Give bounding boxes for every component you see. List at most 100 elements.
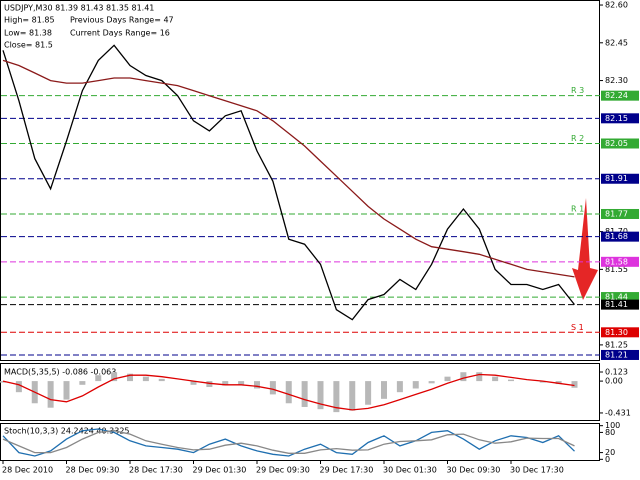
- histogram-bar: [95, 375, 102, 382]
- histogram-bar: [365, 381, 372, 405]
- level-box: [601, 292, 639, 303]
- level-label: 82.15: [605, 114, 628, 123]
- histogram-bar: [492, 376, 499, 382]
- histogram-bar: [539, 381, 546, 383]
- y-tick-label: 81.70: [605, 227, 628, 236]
- y-tick-label: 82.60: [605, 1, 628, 10]
- info-text: Close= 81.5: [4, 41, 53, 50]
- x-tick-label: 29 Dec 09:30: [256, 466, 310, 475]
- level-box: [601, 138, 639, 149]
- x-tick-label: 30 Dec 01:30: [383, 466, 437, 475]
- x-tick-label: 30 Dec 09:30: [447, 466, 501, 475]
- x-tick-label: 28 Dec 2010: [2, 466, 53, 475]
- level-label: 81.77: [605, 209, 628, 218]
- series-line: [2, 428, 575, 457]
- level-box: [601, 231, 639, 242]
- histogram-bar: [555, 381, 562, 385]
- level-tag: R 2: [571, 134, 584, 143]
- level-label: 81.21: [605, 350, 628, 359]
- histogram-bar: [206, 381, 213, 388]
- info-text: USDJPY,M30 81.39 81.43 81.35 81.41: [4, 4, 154, 13]
- histogram-bar: [285, 381, 292, 404]
- level-label: 82.05: [605, 139, 628, 148]
- histogram-bar: [444, 376, 451, 382]
- y-tick-label: 82.30: [605, 76, 628, 85]
- series-line: [2, 59, 575, 278]
- level-label: 81.91: [605, 174, 628, 183]
- level-box: [601, 208, 639, 219]
- histogram-bar: [381, 381, 387, 399]
- y-tick-label: 20: [605, 448, 615, 457]
- histogram-bar: [460, 372, 467, 382]
- level-label: 81.44: [605, 293, 628, 302]
- histogram-bar: [63, 381, 70, 400]
- histogram-bar: [428, 381, 435, 384]
- x-tick-label: 29 Dec 17:30: [320, 466, 374, 475]
- macd-panel: [0, 363, 600, 421]
- histogram-bar: [571, 381, 578, 388]
- histogram-bar: [79, 381, 86, 385]
- y-tick-label: 0: [605, 455, 610, 464]
- series-line: [2, 44, 576, 321]
- level-tag: R 3: [571, 86, 584, 95]
- info-text: Previous Days Range= 47: [70, 16, 174, 25]
- histogram-bar: [142, 376, 149, 382]
- series-line: [2, 430, 575, 454]
- main-panel: [0, 0, 600, 361]
- histogram-bar: [111, 372, 118, 382]
- histogram-bar: [269, 381, 276, 395]
- y-tick-label: 0.123: [605, 368, 628, 377]
- histogram-bar: [508, 379, 514, 382]
- level-box: [601, 349, 639, 360]
- level-box: [601, 113, 639, 124]
- x-tick-label: 28 Dec 09:30: [66, 466, 120, 475]
- level-tag: R 1: [571, 204, 584, 213]
- level-label: 81.30: [605, 328, 628, 337]
- info-text: Low= 81.38: [4, 29, 52, 38]
- y-tick-label: 100: [605, 421, 620, 430]
- stoch-title: Stoch(10,3,3) 24.2424 40.3325: [4, 427, 130, 436]
- histogram-bar: [349, 381, 356, 411]
- histogram-bar: [222, 381, 229, 386]
- y-tick-label: 81.55: [605, 265, 628, 274]
- level-label: 81.58: [605, 257, 628, 266]
- level-box: [601, 90, 639, 101]
- x-tick-label: 28 Dec 17:30: [129, 466, 183, 475]
- y-tick-label: -0.431: [605, 408, 631, 417]
- y-tick-label: 80: [605, 428, 615, 437]
- histogram-bar: [127, 373, 133, 382]
- level-box: [601, 173, 639, 184]
- histogram-bar: [333, 381, 340, 413]
- x-tick-label: 30 Dec 17:30: [510, 466, 564, 475]
- y-tick-label: 81.25: [605, 340, 628, 349]
- y-tick-label: 82.45: [605, 38, 628, 47]
- histogram-bar: [476, 372, 483, 382]
- arrow: [572, 198, 598, 300]
- y-tick-label: 0.00: [605, 377, 623, 386]
- histogram-bar: [301, 381, 308, 407]
- x-tick-label: 29 Dec 01:30: [193, 466, 247, 475]
- level-box: [601, 327, 639, 338]
- histogram-bar: [254, 381, 260, 389]
- info-text: Current Days Range= 16: [70, 29, 170, 38]
- histogram-bar: [317, 381, 324, 410]
- histogram-bar: [158, 378, 165, 382]
- level-label: 81.41: [605, 300, 628, 309]
- signal-line: [2, 373, 575, 411]
- level-tag: S 1: [571, 323, 584, 332]
- macd-title: MACD(5,35,5) -0.086 -0.063: [4, 368, 116, 377]
- histogram-bar: [47, 381, 54, 408]
- level-label: 81.68: [605, 232, 628, 241]
- histogram-bar: [412, 381, 419, 389]
- histogram-bar: [396, 381, 403, 393]
- level-label: 82.24: [605, 91, 628, 100]
- histogram-bar: [15, 381, 22, 393]
- info-text: High= 81.85: [4, 16, 55, 25]
- histogram-bar: [190, 381, 197, 385]
- histogram-bar: [238, 381, 245, 385]
- level-box: [601, 256, 639, 267]
- level-box: [601, 299, 639, 310]
- histogram-bar: [0, 381, 6, 383]
- stoch-panel: [0, 423, 600, 461]
